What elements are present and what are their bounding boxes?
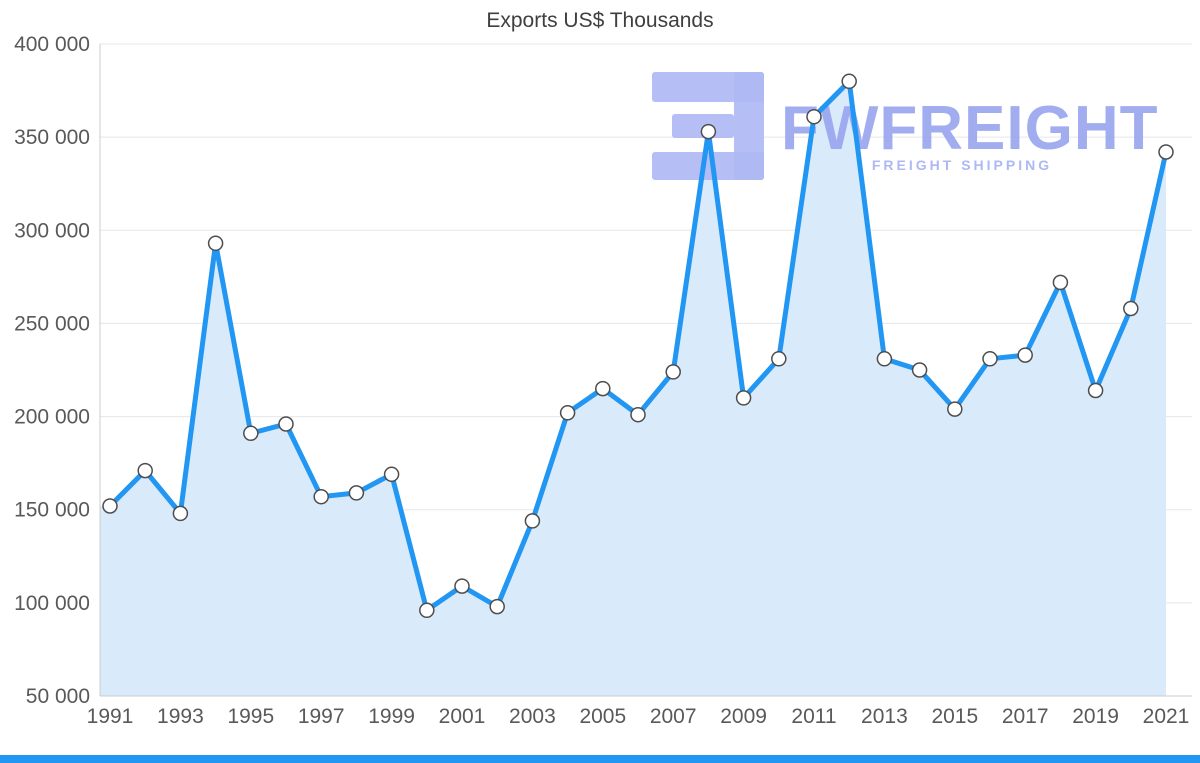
watermark-tagline-text: FREIGHT SHIPPING	[872, 157, 1052, 173]
data-point-2021[interactable]	[1158, 144, 1174, 160]
data-point-2006[interactable]	[630, 406, 646, 423]
data-point-2016[interactable]	[982, 351, 998, 367]
data-point-2008[interactable]	[700, 123, 717, 140]
data-point-2014[interactable]	[911, 362, 928, 378]
data-point-1994[interactable]	[207, 235, 224, 252]
x-axis-label: 1999	[368, 705, 415, 728]
data-point-1992[interactable]	[137, 462, 153, 479]
x-axis-label: 2005	[579, 705, 626, 728]
fwfreight-logo-icon	[652, 72, 764, 180]
x-axis-label: 2019	[1072, 705, 1119, 728]
bottom-accent-bar	[0, 755, 1200, 763]
x-axis-label: 2017	[1002, 705, 1049, 728]
x-axis-label: 2021	[1143, 705, 1190, 728]
data-point-2019[interactable]	[1087, 382, 1104, 399]
data-point-2018[interactable]	[1052, 274, 1069, 291]
y-axis-label: 400 000	[14, 33, 90, 56]
data-point-2001[interactable]	[454, 578, 470, 594]
x-axis-label: 2007	[650, 705, 697, 728]
y-axis-label: 250 000	[14, 312, 90, 335]
data-point-2004[interactable]	[559, 405, 576, 421]
data-point-2015[interactable]	[947, 401, 963, 417]
data-point-2020[interactable]	[1123, 300, 1139, 317]
data-point-2005[interactable]	[595, 380, 611, 397]
x-axis-label: 2013	[861, 705, 908, 728]
y-axis-label: 350 000	[14, 126, 90, 149]
x-axis-label: 2009	[720, 705, 767, 728]
data-point-1991[interactable]	[102, 498, 118, 514]
y-axis-label: 300 000	[14, 219, 90, 242]
data-point-1993[interactable]	[172, 505, 189, 522]
data-point-2013[interactable]	[876, 351, 893, 367]
data-point-2007[interactable]	[665, 364, 681, 380]
series-area-fill	[100, 81, 1166, 697]
y-axis-label: 150 000	[14, 499, 90, 522]
series-layer: 400 000 350 000 300 000 250 000 200 000 150 0…	[14, 33, 1192, 728]
x-axis-label: 2015	[931, 705, 978, 728]
data-point-2000[interactable]	[419, 602, 435, 619]
data-point-2017[interactable]	[1017, 347, 1033, 363]
x-axis-label: 1991	[87, 705, 134, 728]
x-axis-label: 1997	[298, 705, 345, 728]
chart-title: Exports US$ Thousands	[486, 9, 714, 32]
y-axis-label: 100 000	[14, 592, 90, 615]
data-point-1997[interactable]	[313, 488, 329, 505]
data-point-2002[interactable]	[489, 598, 505, 615]
y-axis-label: 50 000	[26, 685, 90, 708]
data-point-1998[interactable]	[348, 485, 365, 501]
x-axis-label: 2003	[509, 705, 556, 728]
data-point-2003[interactable]	[524, 513, 541, 529]
watermark-brand-text: FWFREIGHT	[781, 94, 1159, 163]
x-axis-label: 2011	[791, 705, 836, 728]
data-point-2010[interactable]	[771, 351, 787, 367]
y-axis-label: 200 000	[14, 406, 90, 429]
watermark: FWFREIGHT FREIGHT SHIPPING	[652, 72, 1159, 180]
data-point-2011[interactable]	[806, 108, 822, 125]
x-axis-label: 1995	[227, 705, 274, 728]
data-point-1999[interactable]	[383, 466, 400, 483]
data-point-2009[interactable]	[735, 390, 752, 406]
x-axis-label: 2001	[439, 705, 486, 728]
data-point-1995[interactable]	[243, 425, 259, 442]
grid-and-area-layer	[100, 43, 1192, 697]
data-point-2012[interactable]	[841, 73, 857, 90]
data-point-1996[interactable]	[278, 416, 294, 432]
x-axis-label: 1993	[157, 705, 204, 728]
